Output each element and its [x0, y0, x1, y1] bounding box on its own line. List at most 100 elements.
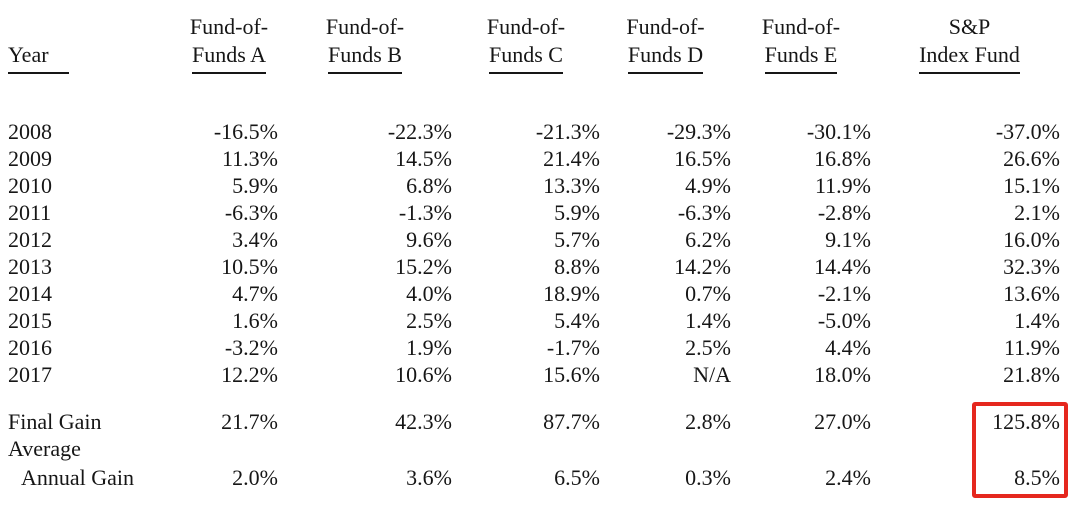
value-cell: 5.9%: [554, 200, 600, 225]
value-cell: -16.5%: [213, 119, 278, 144]
value-cell: 15.2%: [395, 254, 452, 279]
value-cell: 1.4%: [685, 308, 731, 333]
table-row: 2013 10.5% 15.2% 8.8% 14.2% 14.4% 32.3%: [8, 253, 1068, 280]
year-label: 2008: [8, 119, 52, 144]
value-cell: 6.5%: [554, 464, 600, 490]
year-label: 2014: [8, 281, 52, 306]
table-row: 2016 -3.2% 1.9% -1.7% 2.5% 4.4% 11.9%: [8, 334, 1068, 361]
value-cell: 2.0%: [232, 464, 278, 490]
value-cell: -2.1%: [817, 281, 871, 306]
value-cell: 9.6%: [406, 227, 452, 252]
value-cell: 13.6%: [1003, 281, 1060, 306]
value-cell: 15.6%: [543, 362, 600, 387]
table-row: 2014 4.7% 4.0% 18.9% 0.7% -2.1% 13.6%: [8, 280, 1068, 307]
value-cell: -3.2%: [224, 335, 278, 360]
header-line2: Funds E: [764, 41, 838, 74]
highlighted-final-gain-value: 125.8%: [992, 409, 1060, 434]
header-line2: Funds A: [192, 41, 266, 74]
value-cell: -1.3%: [398, 200, 452, 225]
header-line2: Funds D: [627, 41, 704, 74]
column-header-fund-c: Fund-of- Funds C: [452, 6, 600, 76]
header-line2: Funds B: [328, 41, 402, 74]
value-cell: 1.6%: [232, 308, 278, 333]
value-cell: -21.3%: [535, 119, 600, 144]
value-cell: -6.3%: [224, 200, 278, 225]
year-label: 2012: [8, 227, 52, 252]
value-cell: 8.8%: [554, 254, 600, 279]
header-line1: Fund-of-: [486, 14, 566, 39]
header-line1: Fund-of-: [626, 14, 705, 39]
header-line1: Fund-of-: [189, 14, 269, 39]
table-row: 2017 12.2% 10.6% 15.6% N/A 18.0% 21.8%: [8, 361, 1068, 388]
value-cell: 2.5%: [406, 308, 452, 333]
value-cell: 16.5%: [674, 146, 731, 171]
value-cell: 14.5%: [395, 146, 452, 171]
column-header-fund-a: Fund-of- Funds A: [180, 6, 278, 76]
value-cell: 16.8%: [814, 146, 871, 171]
value-cell: 2.1%: [1014, 200, 1060, 225]
value-cell: 2.5%: [685, 335, 731, 360]
header-line1: Fund-of-: [325, 14, 405, 39]
table-row: 2015 1.6% 2.5% 5.4% 1.4% -5.0% 1.4%: [8, 307, 1068, 334]
value-cell: 18.0%: [814, 362, 871, 387]
value-cell: -1.7%: [546, 335, 600, 360]
value-cell: 21.4%: [543, 146, 600, 171]
value-cell: 0.3%: [685, 464, 731, 490]
value-cell: 11.3%: [221, 146, 278, 171]
value-cell: -5.0%: [817, 308, 871, 333]
average-row: Average: [8, 435, 1068, 462]
summary-body: Final Gain 21.7% 42.3% 87.7% 2.8% 27.0% …: [8, 388, 1068, 492]
value-cell: 11.9%: [814, 173, 871, 198]
column-header-fund-d: Fund-of- Funds D: [600, 6, 731, 76]
final-gain-row: Final Gain 21.7% 42.3% 87.7% 2.8% 27.0% …: [8, 408, 1068, 435]
table-row: 2011 -6.3% -1.3% 5.9% -6.3% -2.8% 2.1%: [8, 199, 1068, 226]
annual-gain-label: Annual Gain: [21, 464, 135, 490]
year-rows-body: 2008 -16.5% -22.3% -21.3% -29.3% -30.1% -37.0%…: [8, 76, 1068, 388]
header-line1: S&P: [948, 14, 991, 39]
header-line1: Fund-of-: [761, 14, 841, 39]
spacer-row: [8, 76, 1068, 118]
value-cell: 5.4%: [554, 308, 600, 333]
value-cell: 3.4%: [232, 227, 278, 252]
column-header-fund-b: Fund-of- Funds B: [278, 6, 452, 76]
column-header-fund-e: Fund-of- Funds E: [731, 6, 871, 76]
value-cell: 3.6%: [406, 464, 452, 490]
fund-performance-table: Year Fund-of- Funds A Fund-of- Funds B F…: [8, 6, 1068, 492]
value-cell: 12.2%: [221, 362, 278, 387]
year-label: 2017: [8, 362, 52, 387]
value-cell: 4.7%: [232, 281, 278, 306]
highlighted-annual-gain-value: 8.5%: [1014, 464, 1060, 490]
value-cell: 27.0%: [814, 409, 871, 434]
value-cell: 1.9%: [406, 335, 452, 360]
empty-cells: [180, 435, 1068, 462]
value-cell: 4.4%: [825, 335, 871, 360]
value-cell: -22.3%: [387, 119, 452, 144]
value-cell: 6.2%: [685, 227, 731, 252]
header-line2: Funds C: [489, 41, 563, 74]
average-label: Average: [8, 436, 81, 461]
value-cell: 15.1%: [1003, 173, 1060, 198]
year-label: 2010: [8, 173, 52, 198]
year-header-label: Year: [8, 41, 69, 74]
value-cell: 32.3%: [1003, 254, 1060, 279]
table-row: 2009 11.3% 14.5% 21.4% 16.5% 16.8% 26.6%: [8, 145, 1068, 172]
value-cell: 4.0%: [406, 281, 452, 306]
value-cell: 87.7%: [543, 409, 600, 434]
value-cell: 6.8%: [406, 173, 452, 198]
value-cell: 18.9%: [543, 281, 600, 306]
year-column-header: Year: [8, 6, 180, 76]
value-cell: 2.8%: [685, 409, 731, 434]
value-cell: 4.9%: [685, 173, 731, 198]
year-label: 2013: [8, 254, 52, 279]
column-header-sp-index: S&P Index Fund: [871, 6, 1068, 76]
value-cell: -37.0%: [995, 119, 1060, 144]
value-cell: 21.7%: [221, 409, 278, 434]
year-label: 2015: [8, 308, 52, 333]
value-cell: 1.4%: [1014, 308, 1060, 333]
value-cell: -30.1%: [806, 119, 871, 144]
value-cell: 5.9%: [232, 173, 278, 198]
value-cell: 14.4%: [814, 254, 871, 279]
value-cell: 26.6%: [1003, 146, 1060, 171]
value-cell: 21.8%: [1003, 362, 1060, 387]
